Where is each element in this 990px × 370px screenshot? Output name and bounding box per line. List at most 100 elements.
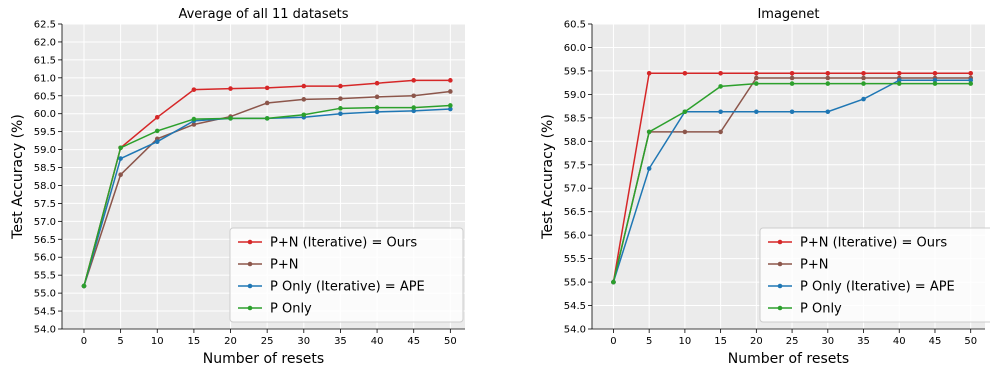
y-tick-label: 59.5 (34, 127, 56, 138)
y-tick-label: 55.0 (34, 289, 56, 300)
legend-label: P+N (800, 258, 828, 273)
data-point (264, 85, 270, 91)
data-point (861, 70, 866, 76)
data-point (338, 111, 343, 117)
data-point (646, 166, 652, 171)
y-tick-label: 58.0 (34, 181, 56, 192)
x-tick-label: 50 (964, 336, 977, 347)
data-point (789, 70, 795, 76)
x-tick-label: 30 (297, 336, 310, 347)
x-tick-label: 25 (786, 336, 799, 347)
legend-label: P+N (270, 258, 298, 273)
legend-swatch-marker (777, 239, 783, 245)
data-point (968, 81, 974, 86)
data-point (301, 83, 307, 89)
data-point (682, 129, 688, 135)
data-point (718, 129, 723, 135)
data-point (718, 109, 723, 115)
legend-swatch-marker (777, 261, 783, 267)
y-tick-label: 61.5 (34, 55, 56, 66)
data-point (448, 89, 453, 94)
x-tick-label: 35 (334, 336, 347, 347)
data-point (191, 87, 197, 92)
chart-panel-imagenet: 54.0 54.5 55.0 55.5 56.0 56.5 57.0 57.5 58.0 58.5… (540, 7, 990, 367)
legend-label: P Only (800, 302, 842, 317)
data-point (682, 109, 688, 115)
x-tick-label: 35 (857, 336, 870, 347)
y-tick-label: 58.5 (564, 113, 586, 124)
data-point (825, 81, 831, 86)
data-point (338, 106, 343, 111)
x-tick-label: 0 (81, 336, 87, 347)
y-axis-title: Test Accuracy (%) (540, 114, 556, 240)
data-point (754, 109, 759, 115)
data-point (718, 84, 723, 89)
chart-title: Average of all 11 datasets (178, 7, 348, 22)
y-tick-label: 57.0 (564, 184, 586, 195)
data-point (682, 70, 688, 76)
legend-swatch-marker (247, 283, 253, 289)
legend-swatch-marker (247, 261, 253, 267)
legend-label: P+N (Iterative) = Ours (800, 236, 947, 251)
x-tick-label: 25 (261, 336, 274, 347)
y-tick-label: 60.5 (34, 91, 56, 102)
y-tick-label: 57.5 (34, 199, 56, 210)
y-tick-label: 54.5 (34, 307, 56, 318)
data-point (932, 70, 938, 76)
data-point (411, 78, 417, 83)
data-point (789, 75, 795, 81)
y-tick-label: 57.0 (34, 217, 56, 228)
x-tick-label: 40 (371, 336, 384, 347)
y-tick-label: 59.0 (564, 90, 586, 101)
data-point (374, 80, 380, 86)
data-point (411, 93, 417, 99)
data-point (611, 279, 616, 285)
data-point (718, 70, 723, 76)
legend-swatch-marker (247, 305, 253, 311)
x-tick-label: 20 (750, 336, 763, 347)
y-tick-label: 57.5 (564, 160, 586, 171)
data-point (861, 81, 866, 86)
data-point (411, 105, 417, 110)
data-point (825, 109, 831, 115)
y-tick-label: 56.5 (564, 207, 586, 218)
y-tick-label: 55.5 (34, 271, 56, 282)
x-tick-label: 5 (646, 336, 652, 347)
x-tick-label: 15 (714, 336, 727, 347)
data-point (191, 116, 197, 122)
x-tick-label: 10 (151, 336, 164, 347)
data-point (896, 70, 902, 76)
data-point (118, 156, 123, 161)
data-point (118, 172, 123, 178)
y-tick-label: 59.0 (34, 145, 56, 156)
y-axis-title: Test Accuracy (%) (10, 114, 26, 240)
x-tick-label: 5 (117, 336, 123, 347)
legend: P+N (Iterative) = Ours P+N P Only (Iterati… (759, 227, 990, 323)
x-axis-title: Number of resets (203, 351, 324, 367)
data-point (118, 145, 123, 151)
legend-box (229, 227, 464, 323)
data-point (374, 105, 380, 110)
data-point (411, 108, 417, 114)
data-point (825, 70, 831, 76)
y-tick-label: 58.5 (34, 163, 56, 174)
x-tick-label: 30 (821, 336, 834, 347)
data-point (81, 283, 87, 289)
legend-swatch-marker (777, 283, 783, 289)
legend-swatch-marker (777, 305, 783, 311)
data-point (301, 97, 307, 102)
data-point (448, 78, 453, 83)
data-point (264, 100, 270, 106)
legend-label: P Only (Iterative) = APE (800, 280, 955, 295)
y-tick-label: 56.0 (34, 253, 56, 264)
x-axis-title: Number of resets (728, 351, 849, 367)
data-point (789, 81, 795, 86)
data-point (754, 75, 759, 81)
x-tick-label: 0 (610, 336, 616, 347)
y-tick-label: 54.0 (564, 325, 586, 336)
data-point (191, 122, 197, 127)
legend-box (759, 227, 990, 323)
data-point (228, 86, 233, 91)
data-point (646, 129, 652, 135)
